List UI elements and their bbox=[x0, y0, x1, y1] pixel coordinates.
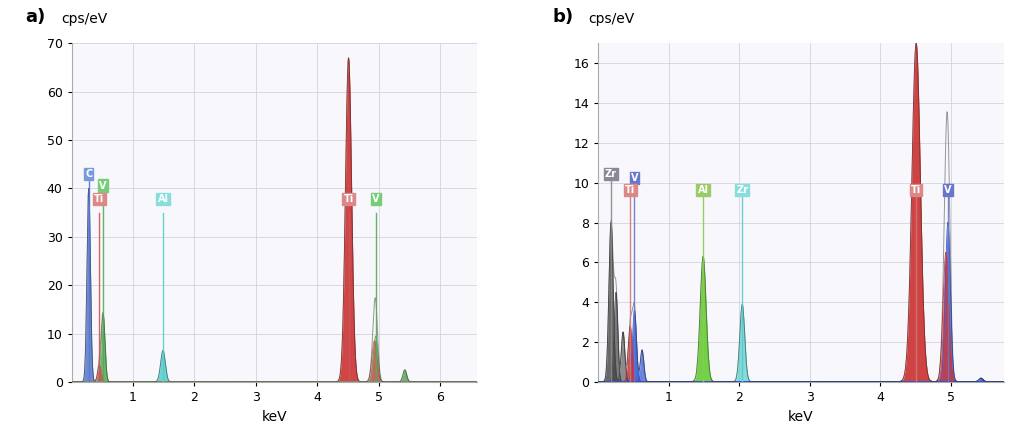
Text: a): a) bbox=[26, 8, 46, 26]
Text: cps/eV: cps/eV bbox=[61, 12, 108, 26]
X-axis label: keV: keV bbox=[261, 410, 287, 424]
Text: V: V bbox=[944, 185, 951, 195]
Text: Al: Al bbox=[158, 194, 169, 204]
Text: Zr: Zr bbox=[605, 169, 617, 179]
Text: V: V bbox=[631, 173, 638, 183]
Text: V: V bbox=[372, 194, 380, 204]
Text: Ti: Ti bbox=[94, 194, 104, 204]
Text: V: V bbox=[99, 181, 106, 191]
Text: C: C bbox=[85, 169, 92, 179]
X-axis label: keV: keV bbox=[788, 410, 814, 424]
Text: Ti: Ti bbox=[343, 194, 353, 204]
Text: Zr: Zr bbox=[736, 185, 749, 195]
Text: Ti: Ti bbox=[911, 185, 922, 195]
Text: b): b) bbox=[552, 8, 573, 26]
Text: Ti: Ti bbox=[625, 185, 635, 195]
Text: Al: Al bbox=[697, 185, 709, 195]
Text: cps/eV: cps/eV bbox=[588, 12, 635, 26]
